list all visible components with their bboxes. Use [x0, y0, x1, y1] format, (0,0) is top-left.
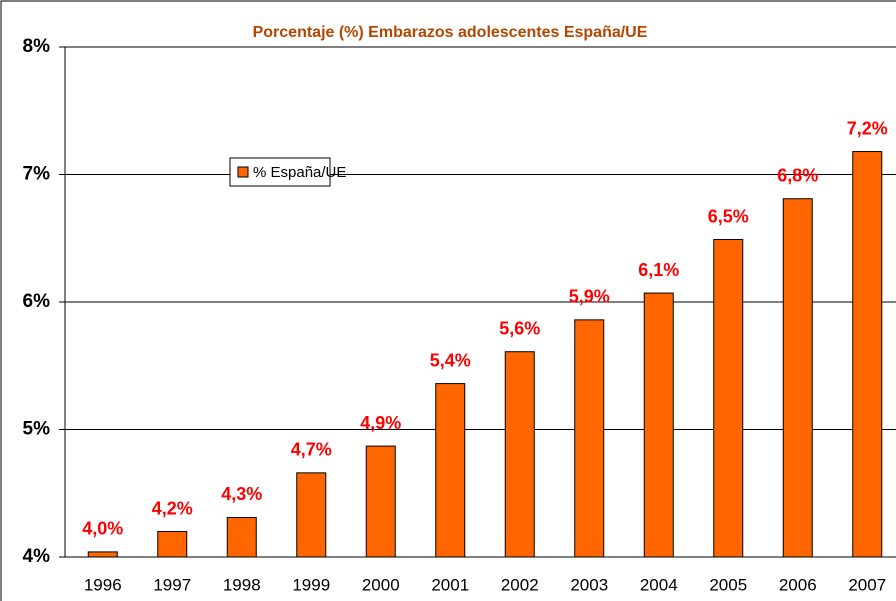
x-tick-label: 2002 [501, 575, 539, 594]
y-tick-label: 6% [23, 291, 51, 312]
x-tick-label: 2006 [779, 575, 817, 594]
bar [226, 516, 257, 558]
value-label: 4,3% [221, 484, 262, 504]
x-tick-label: 2004 [640, 575, 678, 594]
value-label: 4,7% [291, 440, 332, 460]
x-tick-label: 2000 [362, 575, 400, 594]
value-label: 5,9% [569, 287, 610, 307]
value-label: 4,9% [360, 413, 401, 433]
bar [782, 198, 813, 558]
value-label: 6,8% [777, 165, 818, 185]
y-tick-label: 8% [23, 36, 51, 57]
bar [365, 445, 396, 558]
x-tick-label: 2003 [570, 575, 608, 594]
x-tick-label: 1996 [84, 575, 122, 594]
value-label: 5,6% [499, 318, 540, 338]
bar [643, 292, 674, 558]
legend-label: % España/UE [253, 164, 346, 181]
bar [435, 383, 466, 558]
legend-swatch [237, 166, 249, 178]
bar [504, 351, 535, 558]
x-tick-label: 1998 [223, 575, 261, 594]
x-tick-label: 1997 [153, 575, 191, 594]
x-tick-label: 1999 [292, 575, 330, 594]
value-label: 4,0% [82, 519, 123, 539]
x-tick-label: 2001 [431, 575, 469, 594]
y-tick-label: 4% [23, 546, 51, 567]
bar [296, 472, 327, 558]
value-label: 6,1% [638, 260, 679, 280]
value-label: 5,4% [430, 350, 471, 370]
bar [574, 319, 605, 558]
x-tick-label: 2005 [709, 575, 747, 594]
value-label: 7,2% [847, 118, 888, 138]
y-tick-label: 7% [23, 164, 51, 185]
chart-title: Porcentaje (%) Embarazos adolescentes Es… [253, 24, 648, 41]
bar [157, 531, 188, 558]
value-label: 6,5% [708, 206, 749, 226]
bar [852, 151, 883, 558]
bar [713, 239, 744, 558]
bar [87, 551, 118, 558]
y-tick-label: 5% [23, 419, 51, 440]
x-tick-label: 2007 [848, 575, 886, 594]
value-label: 4,2% [152, 498, 193, 518]
